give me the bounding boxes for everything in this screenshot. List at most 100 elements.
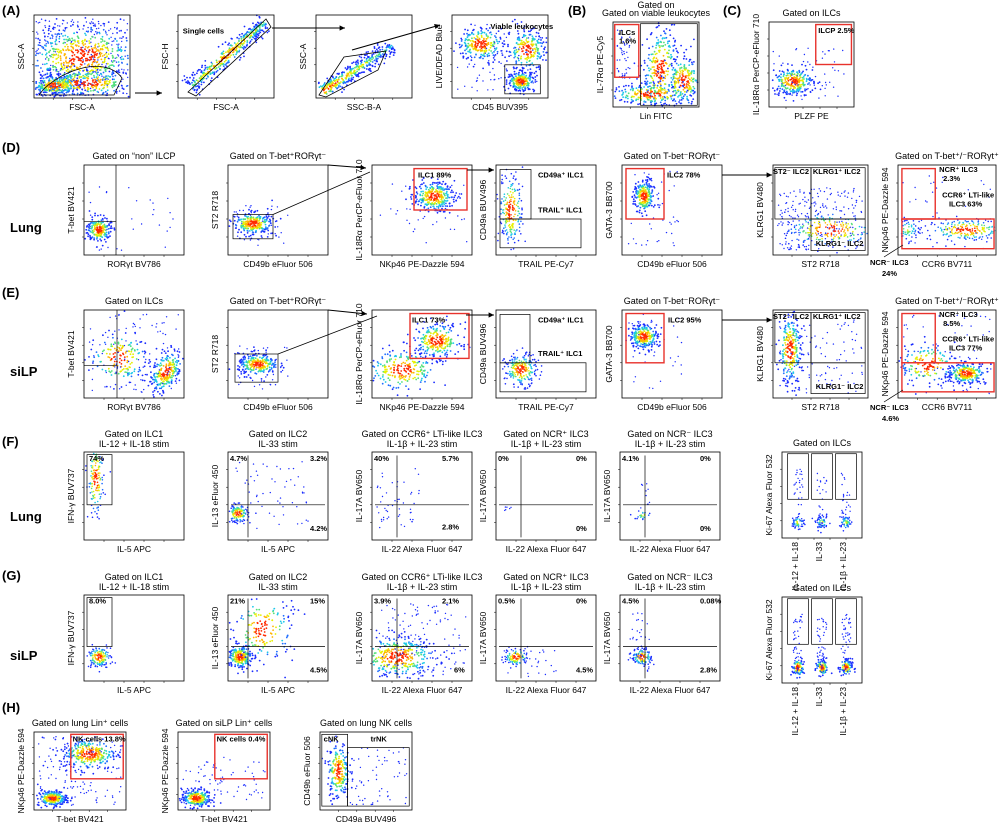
- event-dot: [620, 98, 623, 101]
- event-dot: [452, 191, 454, 194]
- event-dot: [675, 62, 678, 65]
- event-dot: [664, 59, 666, 62]
- event-dot: [127, 95, 130, 98]
- event-dot: [833, 61, 836, 63]
- event-dot: [91, 29, 94, 31]
- event-dot: [65, 49, 67, 51]
- event-dot: [45, 62, 48, 65]
- event-dot: [100, 41, 102, 43]
- event-dot: [418, 200, 421, 203]
- event-dot: [801, 63, 803, 66]
- event-dot: [95, 76, 98, 78]
- event-dot: [109, 28, 112, 30]
- event-dot: [252, 231, 255, 234]
- event-dot: [186, 82, 189, 85]
- event-dot: [52, 66, 54, 69]
- event-dot: [92, 60, 95, 63]
- event-dot: [73, 32, 76, 35]
- event-dot: [429, 196, 431, 199]
- event-dot: [535, 70, 537, 73]
- event-dot: [802, 60, 805, 63]
- event-dot: [530, 81, 533, 84]
- event-dot: [659, 86, 661, 89]
- event-dot: [663, 30, 665, 33]
- event-dot: [122, 92, 125, 94]
- event-dot: [117, 45, 119, 47]
- event-dot: [379, 214, 382, 216]
- event-dot: [687, 77, 690, 79]
- event-dot: [95, 85, 97, 88]
- event-dot: [120, 249, 123, 251]
- event-dot: [779, 78, 781, 81]
- event-dot: [39, 39, 41, 41]
- event-dot: [253, 26, 256, 29]
- event-dot: [104, 69, 107, 72]
- event-dot: [259, 226, 262, 229]
- event-dot: [502, 200, 505, 202]
- event-dot: [505, 229, 508, 231]
- event-dot: [251, 233, 254, 236]
- event-dot: [242, 209, 244, 212]
- event-dot: [430, 193, 433, 196]
- event-dot: [65, 60, 67, 63]
- event-dot: [515, 171, 517, 173]
- event-dot: [507, 87, 510, 90]
- event-dot: [679, 71, 682, 73]
- event-dot: [114, 57, 116, 59]
- event-dot: [662, 65, 665, 67]
- event-dot: [693, 61, 695, 63]
- event-dot: [476, 90, 478, 92]
- event-dot: [682, 97, 685, 100]
- event-dot: [466, 241, 468, 243]
- event-dot: [108, 80, 110, 83]
- event-dot: [528, 34, 531, 36]
- event-dot: [249, 206, 251, 208]
- event-dot: [236, 215, 238, 217]
- event-dot: [108, 58, 110, 60]
- event-dot: [48, 78, 51, 80]
- event-dot: [99, 238, 102, 241]
- event-dot: [192, 88, 194, 90]
- event-dot: [517, 214, 519, 217]
- event-dot: [686, 95, 688, 98]
- event-dot: [786, 68, 789, 71]
- event-dot: [818, 97, 820, 99]
- event-dot: [432, 205, 435, 208]
- event-dot: [541, 37, 544, 39]
- event-dot: [536, 52, 539, 54]
- event-dot: [100, 239, 103, 242]
- event-dot: [36, 49, 38, 52]
- event-dot: [515, 89, 517, 92]
- event-dot: [675, 91, 678, 94]
- event-dot: [82, 28, 84, 30]
- event-dot: [49, 41, 52, 44]
- event-dot: [493, 74, 496, 76]
- event-dot: [520, 75, 523, 78]
- event-dot: [801, 79, 804, 81]
- event-dot: [506, 203, 509, 205]
- event-dot: [662, 79, 664, 82]
- event-dot: [505, 36, 508, 39]
- event-dot: [45, 45, 47, 47]
- event-dot: [57, 48, 60, 51]
- event-dot: [528, 75, 531, 78]
- event-dot: [75, 56, 78, 58]
- event-dot: [103, 76, 105, 79]
- event-dot: [682, 88, 685, 91]
- event-dot: [96, 73, 99, 76]
- event-dot: [56, 57, 58, 60]
- event-dot: [431, 183, 434, 186]
- event-dot: [784, 77, 786, 79]
- event-dot: [47, 42, 50, 44]
- event-dot: [512, 248, 515, 250]
- event-dot: [424, 195, 427, 197]
- event-dot: [472, 65, 475, 68]
- event-dot: [434, 194, 437, 197]
- event-dot: [76, 31, 78, 33]
- event-dot: [625, 59, 627, 62]
- event-dot: [506, 193, 509, 195]
- event-dot: [39, 21, 41, 24]
- event-dot: [791, 81, 794, 84]
- event-dot: [518, 54, 520, 57]
- event-dot: [503, 196, 506, 198]
